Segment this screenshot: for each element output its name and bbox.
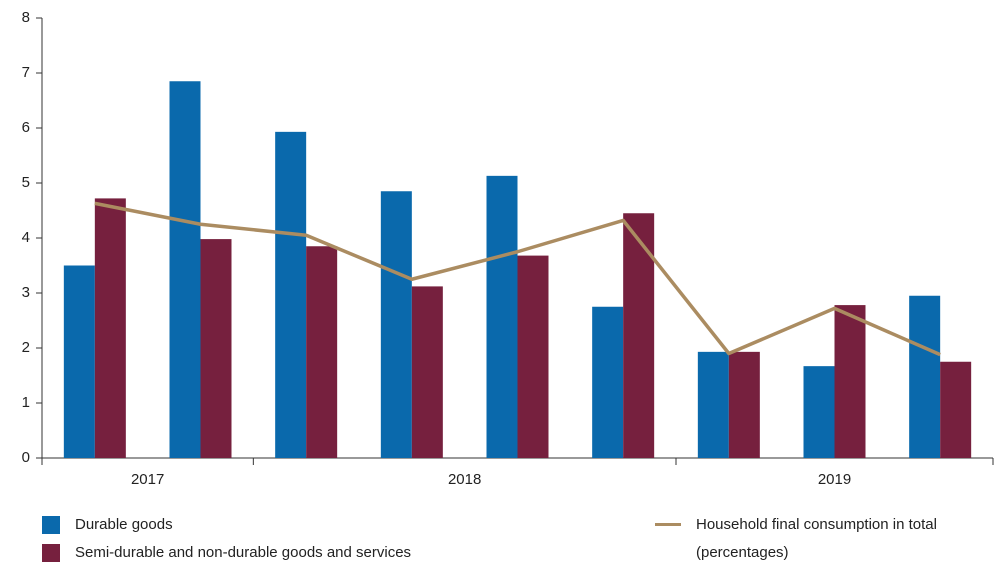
legend-label: Durable goods	[75, 516, 173, 533]
legend-item: Semi-durable and non-durable goods and s…	[42, 539, 411, 566]
bar	[169, 81, 201, 458]
legend-swatch	[42, 544, 60, 562]
bar	[63, 265, 95, 458]
bar	[728, 351, 760, 458]
bar	[940, 361, 972, 458]
x-tick-label: 2018	[448, 471, 481, 488]
bar	[486, 175, 518, 458]
legend-label: Household final consumption in total (pe…	[696, 516, 937, 561]
legend-item: Household final consumption in total (pe…	[655, 511, 1000, 566]
legend-label: Semi-durable and non-durable goods and s…	[75, 544, 412, 561]
bar	[411, 286, 443, 458]
bar	[909, 295, 941, 458]
bar	[623, 213, 655, 458]
y-tick-label: 1	[22, 394, 30, 411]
bar	[275, 131, 307, 458]
legend-item: Durable goods	[42, 511, 411, 539]
y-tick-label: 5	[22, 174, 30, 191]
bar	[517, 255, 549, 458]
bar	[94, 198, 126, 458]
bar	[380, 191, 412, 458]
y-tick-label: 8	[22, 9, 30, 26]
bar	[697, 351, 729, 458]
y-tick-label: 2	[22, 339, 30, 356]
bar	[592, 306, 624, 458]
bar	[834, 305, 866, 458]
legend: Durable goods Semi-durable and non-durabl…	[42, 511, 411, 566]
legend-swatch	[655, 523, 681, 526]
y-tick-label: 4	[22, 229, 30, 246]
line	[94, 201, 941, 357]
bar	[200, 239, 232, 458]
legend-swatch	[42, 516, 60, 534]
chart: 0 1 2 3 4 5 6 7 8 2017 2018 2019	[22, 9, 994, 488]
bar	[803, 366, 835, 458]
legend: Household final consumption in total (pe…	[655, 511, 1000, 566]
y-tick-label: 6	[22, 119, 30, 136]
bar	[306, 246, 338, 458]
x-tick-label: 2017	[131, 471, 164, 488]
y-tick-label: 7	[22, 64, 30, 81]
y-tick-label: 3	[22, 284, 30, 301]
x-tick-label: 2019	[818, 471, 851, 488]
y-tick-label: 0	[22, 449, 30, 466]
